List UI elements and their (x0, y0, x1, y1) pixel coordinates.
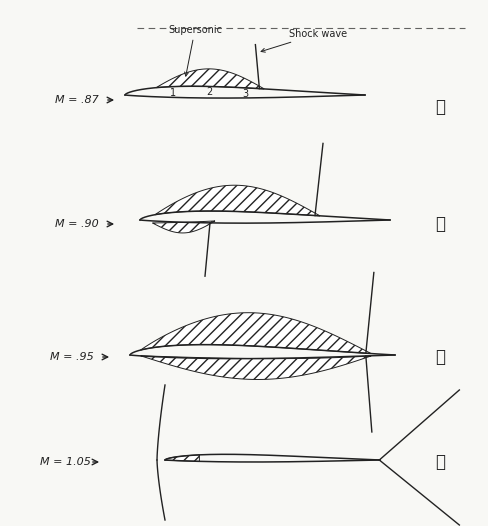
Text: Ⓑ: Ⓑ (434, 215, 444, 233)
Polygon shape (155, 185, 319, 216)
Text: Shock wave: Shock wave (261, 28, 347, 52)
Polygon shape (141, 356, 370, 379)
Text: Ⓓ: Ⓓ (434, 453, 444, 471)
Polygon shape (152, 221, 215, 233)
Text: M = .87: M = .87 (55, 95, 99, 105)
Text: 3: 3 (242, 89, 247, 99)
Text: Ⓐ: Ⓐ (434, 98, 444, 116)
Text: 1: 1 (170, 88, 176, 98)
Text: Supersonic: Supersonic (168, 25, 222, 76)
Polygon shape (156, 69, 264, 89)
Text: Ⓒ: Ⓒ (434, 348, 444, 366)
Polygon shape (164, 455, 199, 461)
Text: M = .90: M = .90 (55, 219, 99, 229)
Polygon shape (141, 313, 370, 353)
Text: 2: 2 (205, 87, 212, 97)
Text: M = 1.05: M = 1.05 (40, 457, 91, 467)
Text: M = .95: M = .95 (50, 352, 94, 362)
